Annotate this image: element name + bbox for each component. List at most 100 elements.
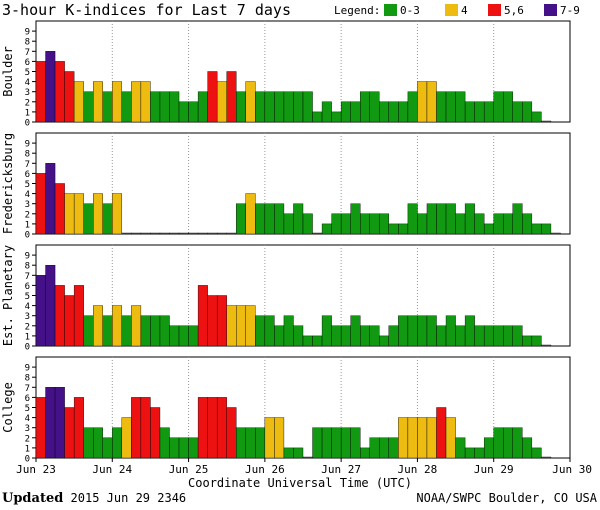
legend-swatch-3 [544, 4, 557, 16]
k-bar [474, 447, 485, 459]
k-bar [150, 315, 161, 347]
k-bar [550, 232, 561, 235]
k-bar [455, 325, 466, 347]
k-bar [236, 203, 246, 235]
x-tick-label: Jun 24 [92, 463, 132, 476]
y-tick-label: 3 [25, 88, 30, 98]
k-bar [503, 325, 513, 347]
k-bar [455, 437, 466, 459]
k-bar [388, 101, 399, 123]
k-bar [45, 163, 56, 235]
y-tick-label: 1 [25, 444, 30, 454]
k-bar [531, 335, 542, 347]
k-bar [45, 265, 56, 347]
k-bar [312, 427, 323, 459]
y-tick-label: 5 [25, 292, 30, 302]
x-tick-label: Jun 25 [169, 463, 209, 476]
k-bar [159, 427, 170, 459]
k-bar [83, 427, 94, 459]
station-label: Fredericksburg [1, 133, 15, 234]
k-bar [302, 91, 313, 123]
k-bar [35, 275, 46, 347]
updated-label: Updated [2, 491, 64, 506]
k-bar [188, 437, 199, 459]
x-axis-ticks: Jun 23 Jun 24 Jun 25 Jun 26 Jun 27 Jun 28 Jun … [16, 458, 592, 476]
y-tick-label: 3 [25, 424, 30, 434]
k-bar [293, 91, 304, 123]
k-bar [379, 101, 390, 123]
k-bar [197, 232, 208, 235]
k-bar [178, 437, 189, 459]
k-bar [264, 203, 275, 235]
k-bar [455, 91, 466, 123]
k-bar [293, 203, 304, 235]
k-bar [216, 232, 227, 235]
k-bar [169, 91, 180, 123]
y-tick-label: 4 [25, 414, 30, 424]
panels: 0123456789Boulder0123456789Fredericksbur… [1, 20, 571, 465]
k-bar [445, 315, 456, 347]
y-tick-label: 6 [25, 394, 30, 404]
k-bar [83, 315, 94, 347]
k-bar [83, 91, 94, 123]
k-bar [350, 427, 361, 459]
k-bar [245, 81, 256, 123]
k-bar [264, 91, 275, 123]
legend: 0-3 4 5,6 7-9 [384, 4, 580, 17]
k-bar [188, 232, 199, 235]
y-tick-label: 8 [25, 150, 30, 160]
station-label: Boulder [1, 46, 15, 97]
k-bar [360, 213, 370, 235]
k-bar [483, 437, 494, 459]
k-bar [112, 305, 123, 347]
chart-title: 3-hour K-indices for Last 7 days [2, 1, 291, 19]
k-bar [102, 91, 113, 123]
x-tick-label: Jun 30 [552, 463, 592, 476]
k-bar [216, 397, 227, 459]
k-bar [54, 285, 65, 347]
source-credit: NOAA/SWPC Boulder, CO USA [416, 491, 597, 505]
k-bar [493, 325, 504, 347]
k-bar [417, 213, 428, 235]
k-bar [150, 91, 161, 123]
k-bar [140, 81, 151, 123]
k-bar [102, 315, 113, 347]
k-bar [493, 213, 504, 235]
k-bar [436, 407, 447, 459]
k-bar [73, 397, 84, 459]
y-tick-label: 8 [25, 262, 30, 272]
legend-swatch-1 [445, 4, 458, 16]
k-bar [35, 173, 46, 235]
k-bar [54, 183, 65, 235]
k-bar [45, 51, 56, 123]
k-bar [436, 325, 447, 347]
k-bar [455, 213, 466, 235]
k-bar [321, 223, 332, 235]
k-bar [255, 427, 266, 459]
y-tick-label: 2 [25, 98, 30, 108]
y-tick-label: 1 [25, 220, 30, 230]
k-bar [321, 101, 332, 123]
y-tick-label: 8 [25, 374, 30, 384]
k-bar [169, 325, 180, 347]
k-bar [398, 223, 409, 235]
legend-label-2: 5,6 [504, 4, 524, 17]
x-tick-label: Jun 27 [321, 463, 361, 476]
legend-label-1: 4 [461, 4, 468, 17]
k-bar [503, 91, 513, 123]
k-bar [407, 203, 418, 235]
y-tick-label: 9 [25, 140, 30, 150]
k-bar [379, 213, 390, 235]
k-bar [64, 407, 75, 459]
k-bar [302, 335, 313, 347]
k-bar [474, 101, 485, 123]
k-bar [464, 315, 475, 347]
y-tick-label: 9 [25, 252, 30, 262]
k-bar [73, 193, 84, 235]
k-bar [312, 111, 323, 123]
k-bar [245, 193, 256, 235]
k-bar [388, 437, 399, 459]
y-tick-label: 9 [25, 364, 30, 374]
y-tick-label: 7 [25, 48, 30, 58]
